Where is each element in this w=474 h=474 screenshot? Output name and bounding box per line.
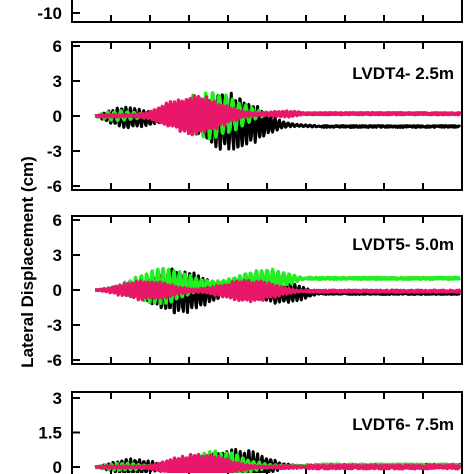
y-tick-label: 3 [53,72,62,91]
panel-label-lvdt5: LVDT5- 5.0m [352,235,454,254]
y-tick-label: -10 [37,4,62,23]
y-tick-label: 3 [53,389,62,408]
y-tick-label: 6 [53,37,62,56]
series-line-lvdt6-2 [93,452,461,473]
y-tick-label: 0 [53,281,62,300]
y-tick-label: 3 [53,246,62,265]
y-tick-label: -3 [47,142,62,161]
panel-label-lvdt4: LVDT4- 2.5m [352,64,454,83]
y-tick-label: 1.5 [38,424,62,443]
panel-label-lvdt6: LVDT6- 7.5m [352,415,454,434]
series-line-lvdt5-2 [93,278,461,304]
y-tick-label: 6 [53,211,62,230]
y-tick-label: -6 [47,351,62,370]
y-axis-label: Lateral Displacement (cm) [18,156,37,368]
y-tick-label: 0 [53,458,62,474]
series-line-lvdt4-2 [93,94,461,137]
y-tick-label: -3 [47,316,62,335]
y-tick-label: 0 [53,107,62,126]
plot-layer: -10 6 3 0 -3 -6 6 3 0 -3 -6 3 1.5 0 [37,4,461,474]
y-tick-label: -6 [47,177,62,196]
